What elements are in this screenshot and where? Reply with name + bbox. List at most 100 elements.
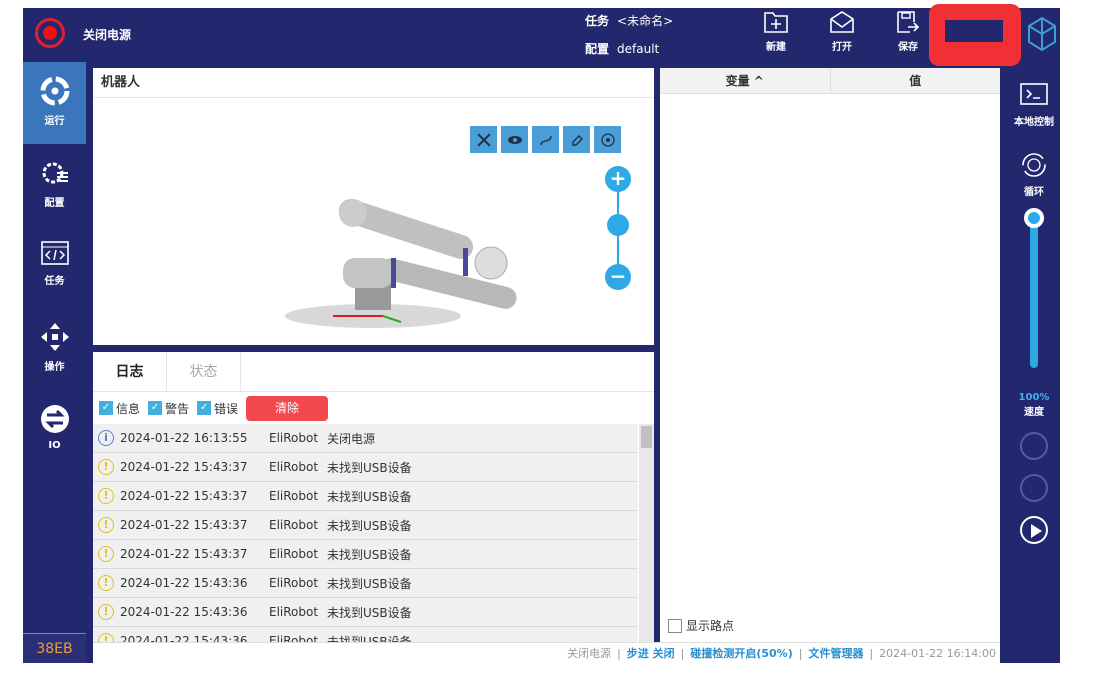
- app-window: 关闭电源 任务 <未命名> 配置 default 新建 打开 保存 运行 配置 任务…: [23, 4, 1060, 663]
- variables-panel: 变量 ^ 值 显示路点: [660, 68, 1000, 642]
- log-message: 未找到USB设备: [327, 460, 412, 475]
- log-source: EliRobot: [269, 634, 319, 642]
- log-message: 未找到USB设备: [327, 489, 412, 504]
- log-source: EliRobot: [269, 605, 319, 619]
- value-column-header[interactable]: 值: [909, 74, 922, 88]
- zoom-in-button[interactable]: +: [605, 166, 631, 192]
- sidebar-item-run[interactable]: 运行: [23, 62, 86, 144]
- step-status-item[interactable]: 步进 关闭: [626, 647, 675, 660]
- show-waypoints-checkbox[interactable]: 显示路点: [668, 617, 734, 634]
- variable-column-header[interactable]: 变量 ^: [660, 68, 831, 93]
- zoom-slider-handle[interactable]: [607, 214, 629, 236]
- speed-slider[interactable]: [1008, 208, 1060, 388]
- log-message: 未找到USB设备: [327, 547, 412, 562]
- power-status: 关闭电源: [83, 28, 132, 42]
- log-time: 2024-01-22 15:43:36: [120, 576, 248, 590]
- eye-icon[interactable]: [501, 126, 528, 153]
- log-source: EliRobot: [269, 460, 319, 474]
- new-folder-icon: [764, 12, 788, 33]
- collision-status-item[interactable]: 碰撞检测开启(50%): [690, 647, 793, 660]
- version-badge: 38EB: [23, 633, 86, 663]
- config-label: 配置: [585, 42, 610, 56]
- log-message: 未找到USB设备: [327, 576, 412, 591]
- file-manager-link[interactable]: 文件管理器: [808, 647, 864, 660]
- task-label: 任务: [585, 14, 610, 28]
- log-row[interactable]: ! 2024-01-22 15:43:37 EliRobot 未找到USB设备: [93, 540, 638, 569]
- loop-icon: [1022, 153, 1046, 177]
- log-row[interactable]: i 2024-01-22 16:13:55 EliRobot 关闭电源: [93, 424, 638, 453]
- sidebar-label: 任务: [44, 276, 65, 287]
- log-source: EliRobot: [269, 576, 319, 590]
- log-row[interactable]: ! 2024-01-22 15:43:36 EliRobot 未找到USB设备: [93, 569, 638, 598]
- play-button[interactable]: [1020, 516, 1048, 544]
- log-time: 2024-01-22 15:43:37: [120, 518, 248, 532]
- local-control-button[interactable]: 本地控制: [1008, 68, 1060, 128]
- log-time: 2024-01-22 15:43:36: [120, 634, 248, 642]
- path-icon[interactable]: [532, 126, 559, 153]
- log-message: 未找到USB设备: [327, 518, 412, 533]
- log-message: 未找到USB设备: [327, 605, 412, 620]
- sidebar-item-operate[interactable]: 操作: [23, 308, 86, 390]
- eraser-icon[interactable]: [563, 126, 590, 153]
- zoom-control: + −: [605, 166, 631, 292]
- log-row[interactable]: ! 2024-01-22 15:43:36 EliRobot 未找到USB设备: [93, 598, 638, 627]
- log-panel: 日志 状态 ✓ 信息 ✓ 警告 ✓ 错误 清除 i 2024-01-22 16:13:5…: [93, 352, 654, 642]
- sidebar-label: 配置: [44, 198, 65, 209]
- datetime: 2024-01-22 16:14:00: [879, 646, 996, 660]
- config-value: default: [617, 42, 660, 56]
- warning-checkbox[interactable]: ✓: [148, 401, 163, 415]
- sidebar-item-io[interactable]: IO: [23, 390, 86, 472]
- target-icon[interactable]: [594, 126, 621, 153]
- error-checkbox[interactable]: ✓: [197, 401, 212, 415]
- loop-button[interactable]: 循环: [1008, 128, 1060, 198]
- log-time: 2024-01-22 15:43:37: [120, 547, 248, 561]
- warning-icon: !: [98, 488, 114, 504]
- log-row[interactable]: ! 2024-01-22 15:43:37 EliRobot 未找到USB设备: [93, 511, 638, 540]
- sidebar-item-task[interactable]: 任务: [23, 226, 86, 308]
- speed-slider-handle[interactable]: [1024, 208, 1044, 228]
- info-checkbox[interactable]: ✓: [99, 401, 113, 415]
- tab-log[interactable]: 日志: [93, 352, 167, 391]
- io-swap-icon: [40, 405, 69, 433]
- log-scrollbar[interactable]: [639, 424, 654, 642]
- power-button[interactable]: [35, 18, 65, 48]
- sidebar-label: 操作: [44, 362, 65, 373]
- clear-button[interactable]: 清除: [246, 395, 329, 421]
- tab-status[interactable]: 状态: [167, 352, 241, 391]
- log-time: 2024-01-22 16:13:55: [120, 431, 248, 445]
- log-message: 关闭电源: [327, 431, 376, 446]
- log-row[interactable]: ! 2024-01-22 15:43:36 EliRobot 未找到USB设备: [93, 627, 638, 642]
- robot-panel: 机器人 + −: [93, 68, 654, 345]
- log-source: EliRobot: [269, 489, 319, 503]
- robot-3d-view[interactable]: [283, 188, 523, 328]
- open-label: 打开: [832, 42, 852, 53]
- save-icon: [897, 11, 920, 33]
- brand-logo-icon: [1028, 16, 1056, 52]
- speed-value: 100%: [1018, 392, 1050, 403]
- warning-icon: !: [98, 575, 114, 591]
- tools-icon[interactable]: [470, 126, 497, 153]
- config-info: 配置 default: [585, 40, 659, 57]
- move-arrows-icon: [40, 323, 69, 351]
- open-button[interactable]: 打开: [822, 10, 862, 53]
- power-status-item: 关闭电源: [567, 647, 612, 660]
- log-source: EliRobot: [269, 431, 319, 445]
- sidebar-label: 运行: [44, 116, 65, 127]
- speed-label: 速度: [1024, 407, 1044, 418]
- save-button[interactable]: 保存: [888, 10, 928, 53]
- open-envelope-icon: [830, 11, 854, 33]
- terminal-icon: [1020, 83, 1048, 105]
- log-row[interactable]: ! 2024-01-22 15:43:37 EliRobot 未找到USB设备: [93, 453, 638, 482]
- info-label: 信息: [116, 401, 141, 416]
- run-icon: [40, 76, 69, 106]
- left-sidebar: 运行 配置 任务 操作 IO 38EB: [23, 62, 86, 663]
- sidebar-item-config[interactable]: 配置: [23, 144, 86, 226]
- zoom-out-button[interactable]: −: [605, 264, 631, 290]
- robot-panel-title: 机器人: [93, 68, 654, 98]
- log-list: i 2024-01-22 16:13:55 EliRobot 关闭电源! 2024-01…: [93, 424, 638, 642]
- stop-button[interactable]: [1020, 474, 1048, 502]
- new-button[interactable]: 新建: [756, 10, 796, 53]
- top-bar: 关闭电源 任务 <未命名> 配置 default 新建 打开 保存: [23, 4, 1060, 66]
- log-row[interactable]: ! 2024-01-22 15:43:37 EliRobot 未找到USB设备: [93, 482, 638, 511]
- step-button[interactable]: [1020, 432, 1048, 460]
